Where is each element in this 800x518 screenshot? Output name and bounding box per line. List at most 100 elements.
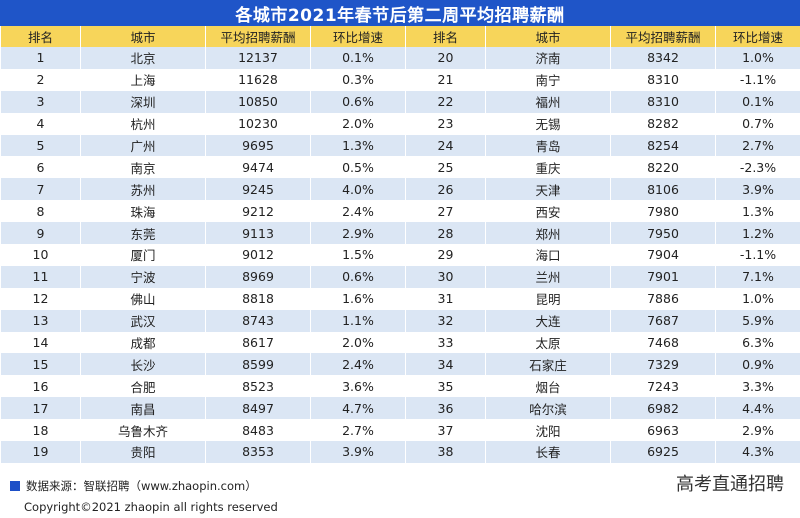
table-row: 12 佛山 8818 1.6% 31 昆明 7886 1.0% [0, 287, 800, 310]
cell-rank-left: 12 [0, 287, 81, 310]
cell-city-right: 济南 [485, 47, 611, 69]
cell-rank-left: 13 [0, 309, 81, 332]
cell-rank-left: 10 [0, 244, 81, 266]
cell-growth-right: 4.4% [715, 397, 800, 420]
cell-salary-right: 8342 [610, 47, 716, 69]
header-salary-right: 平均招聘薪酬 [610, 26, 716, 47]
cell-city-left: 深圳 [80, 90, 206, 113]
cell-rank-right: 37 [405, 419, 486, 442]
cell-salary-right: 8310 [610, 90, 716, 113]
cell-city-right: 重庆 [485, 156, 611, 179]
cell-growth-right: 2.7% [715, 134, 800, 157]
table-row: 5 广州 9695 1.3% 24 青岛 8254 2.7% [0, 134, 800, 157]
cell-salary-left: 9012 [205, 244, 311, 266]
cell-city-right: 青岛 [485, 134, 611, 157]
cell-rank-left: 6 [0, 156, 81, 179]
header-growth-right: 环比增速 [715, 26, 800, 47]
header-city-right: 城市 [485, 26, 611, 47]
cell-growth-left: 0.5% [310, 156, 406, 179]
cell-salary-left: 8599 [205, 353, 311, 376]
table-row: 6 南京 9474 0.5% 25 重庆 8220 -2.3% [0, 156, 800, 179]
cell-rank-right: 24 [405, 134, 486, 157]
watermark: 高考直通招聘 [676, 474, 784, 495]
cell-rank-right: 22 [405, 90, 486, 113]
cell-city-right: 沈阳 [485, 419, 611, 442]
cell-salary-left: 9212 [205, 200, 311, 223]
cell-growth-left: 1.3% [310, 134, 406, 157]
cell-city-right: 福州 [485, 90, 611, 113]
cell-salary-left: 12137 [205, 47, 311, 69]
cell-growth-right: 2.9% [715, 419, 800, 442]
cell-city-left: 贵阳 [80, 441, 206, 463]
cell-city-left: 乌鲁木齐 [80, 419, 206, 442]
table-row: 7 苏州 9245 4.0% 26 天津 8106 3.9% [0, 178, 800, 201]
cell-growth-right: 5.9% [715, 309, 800, 332]
cell-growth-left: 0.6% [310, 90, 406, 113]
cell-rank-right: 27 [405, 200, 486, 223]
cell-salary-right: 7468 [610, 331, 716, 354]
cell-rank-right: 28 [405, 222, 486, 245]
source-text: 数据来源：智联招聘（www.zhaopin.com） [26, 479, 257, 493]
cell-rank-right: 21 [405, 68, 486, 91]
cell-salary-right: 8254 [610, 134, 716, 157]
cell-growth-right: 3.9% [715, 178, 800, 201]
cell-salary-right: 7243 [610, 375, 716, 398]
cell-rank-right: 26 [405, 178, 486, 201]
cell-growth-left: 3.6% [310, 375, 406, 398]
cell-city-left: 武汉 [80, 309, 206, 332]
cell-city-right: 兰州 [485, 265, 611, 288]
cell-salary-left: 11628 [205, 68, 311, 91]
cell-rank-left: 9 [0, 222, 81, 245]
cell-rank-left: 7 [0, 178, 81, 201]
cell-growth-left: 3.9% [310, 441, 406, 463]
table-row: 13 武汉 8743 1.1% 32 大连 7687 5.9% [0, 309, 800, 332]
cell-city-left: 北京 [80, 47, 206, 69]
table-row: 4 杭州 10230 2.0% 23 无锡 8282 0.7% [0, 112, 800, 135]
cell-rank-right: 36 [405, 397, 486, 420]
cell-salary-right: 8310 [610, 68, 716, 91]
cell-rank-left: 19 [0, 441, 81, 463]
cell-rank-right: 20 [405, 47, 486, 69]
cell-salary-left: 8617 [205, 331, 311, 354]
cell-growth-right: 0.1% [715, 90, 800, 113]
cell-growth-left: 4.0% [310, 178, 406, 201]
table-row: 15 长沙 8599 2.4% 34 石家庄 7329 0.9% [0, 353, 800, 376]
cell-growth-left: 2.7% [310, 419, 406, 442]
cell-city-left: 长沙 [80, 353, 206, 376]
cell-city-left: 上海 [80, 68, 206, 91]
cell-rank-left: 16 [0, 375, 81, 398]
cell-rank-left: 14 [0, 331, 81, 354]
cell-growth-left: 2.0% [310, 331, 406, 354]
cell-growth-left: 1.1% [310, 309, 406, 332]
cell-growth-left: 2.4% [310, 353, 406, 376]
copyright: Copyright©2021 zhaopin all rights reserv… [24, 500, 278, 514]
cell-growth-right: 0.7% [715, 112, 800, 135]
cell-rank-right: 29 [405, 244, 486, 266]
table-row: 10 厦门 9012 1.5% 29 海口 7904 -1.1% [0, 244, 800, 266]
cell-salary-right: 8106 [610, 178, 716, 201]
cell-rank-right: 32 [405, 309, 486, 332]
header-rank-right: 排名 [405, 26, 486, 47]
cell-growth-left: 2.0% [310, 112, 406, 135]
cell-city-right: 郑州 [485, 222, 611, 245]
cell-rank-right: 35 [405, 375, 486, 398]
cell-rank-left: 4 [0, 112, 81, 135]
cell-growth-left: 2.4% [310, 200, 406, 223]
cell-salary-right: 7980 [610, 200, 716, 223]
cell-salary-right: 6925 [610, 441, 716, 463]
cell-city-left: 佛山 [80, 287, 206, 310]
cell-rank-left: 3 [0, 90, 81, 113]
cell-city-left: 珠海 [80, 200, 206, 223]
cell-growth-left: 2.9% [310, 222, 406, 245]
cell-salary-right: 7950 [610, 222, 716, 245]
cell-salary-right: 7901 [610, 265, 716, 288]
cell-salary-right: 6982 [610, 397, 716, 420]
cell-growth-left: 0.1% [310, 47, 406, 69]
cell-growth-right: -1.1% [715, 68, 800, 91]
cell-growth-right: 1.3% [715, 200, 800, 223]
cell-city-left: 南京 [80, 156, 206, 179]
cell-rank-left: 8 [0, 200, 81, 223]
cell-rank-left: 2 [0, 68, 81, 91]
cell-city-left: 成都 [80, 331, 206, 354]
cell-rank-left: 5 [0, 134, 81, 157]
